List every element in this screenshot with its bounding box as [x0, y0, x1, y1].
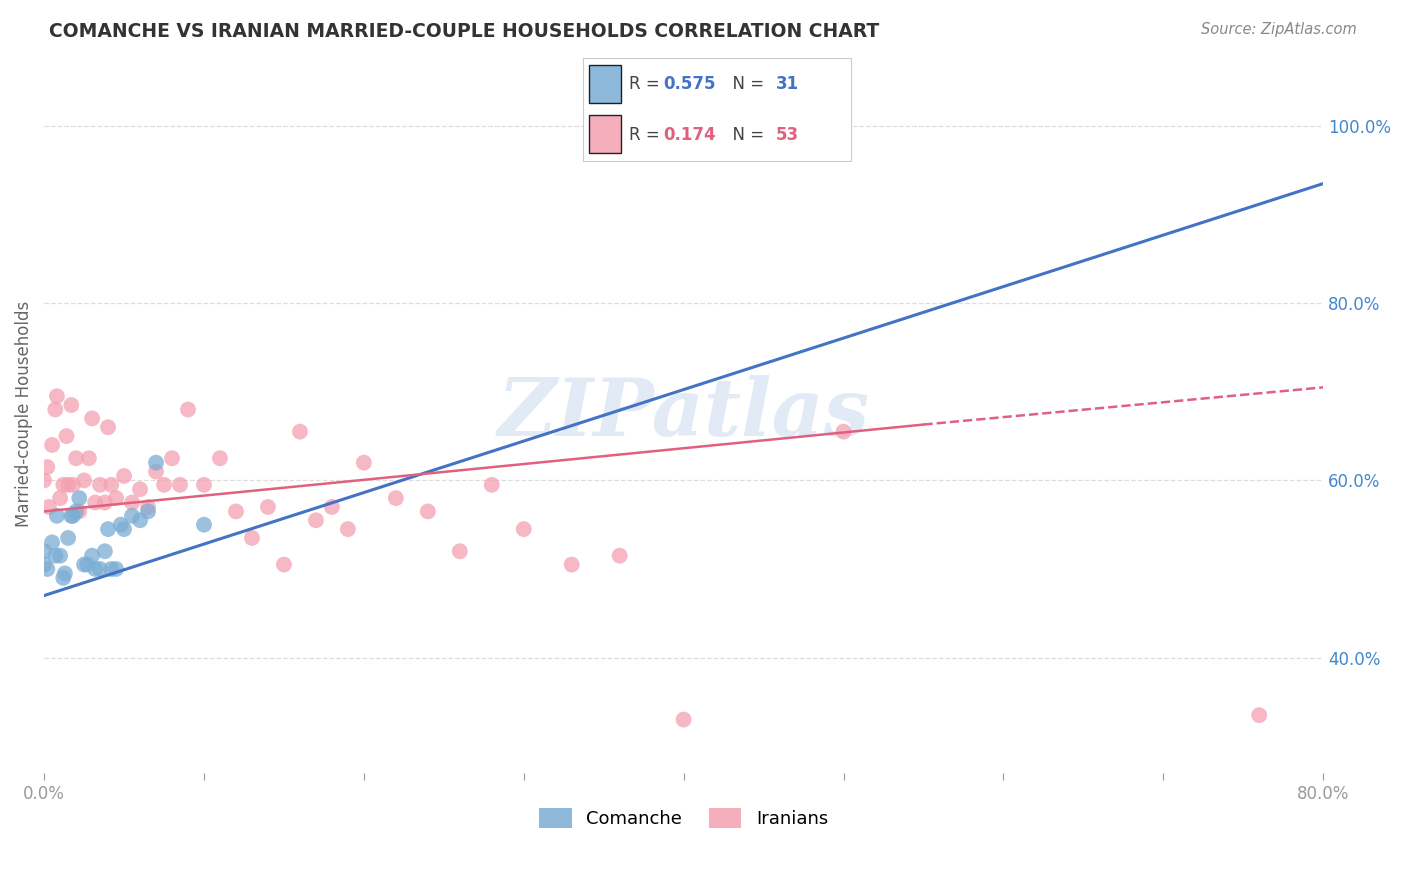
- Iranians: [73, 474, 96, 488]
- Text: 53: 53: [776, 127, 799, 145]
- Iranians: [105, 491, 128, 505]
- Iranians: [321, 500, 343, 514]
- Comanche: [89, 562, 111, 576]
- Iranians: [44, 402, 66, 417]
- Comanche: [49, 549, 72, 563]
- Iranians: [193, 478, 215, 492]
- Iranians: [832, 425, 855, 439]
- Comanche: [145, 456, 167, 470]
- Comanche: [84, 562, 107, 576]
- Comanche: [37, 562, 59, 576]
- Comanche: [44, 549, 66, 563]
- Legend: Comanche, Iranians: Comanche, Iranians: [531, 801, 835, 836]
- Text: R =: R =: [628, 75, 665, 93]
- Iranians: [41, 438, 63, 452]
- Comanche: [80, 549, 103, 563]
- Iranians: [84, 495, 107, 509]
- Text: 0.575: 0.575: [664, 75, 716, 93]
- Iranians: [49, 491, 72, 505]
- Iranians: [177, 402, 200, 417]
- Iranians: [1249, 708, 1271, 723]
- Comanche: [193, 517, 215, 532]
- Iranians: [62, 478, 84, 492]
- Iranians: [56, 478, 79, 492]
- Iranians: [80, 411, 103, 425]
- Iranians: [208, 451, 231, 466]
- Comanche: [45, 508, 67, 523]
- Text: 31: 31: [776, 75, 799, 93]
- Comanche: [94, 544, 117, 558]
- Iranians: [37, 460, 59, 475]
- Text: Source: ZipAtlas.com: Source: ZipAtlas.com: [1201, 22, 1357, 37]
- Iranians: [60, 398, 83, 412]
- Iranians: [288, 425, 311, 439]
- Comanche: [100, 562, 122, 576]
- Y-axis label: Married-couple Households: Married-couple Households: [15, 301, 32, 527]
- Iranians: [169, 478, 191, 492]
- Iranians: [449, 544, 471, 558]
- Iranians: [225, 504, 247, 518]
- Text: 0.174: 0.174: [664, 127, 716, 145]
- Iranians: [94, 495, 117, 509]
- Iranians: [121, 495, 143, 509]
- Text: R =: R =: [628, 127, 665, 145]
- Iranians: [136, 500, 159, 514]
- Comanche: [32, 558, 55, 572]
- Text: N =: N =: [723, 127, 769, 145]
- Iranians: [609, 549, 631, 563]
- Iranians: [32, 474, 55, 488]
- FancyBboxPatch shape: [589, 65, 621, 103]
- Iranians: [55, 429, 77, 443]
- FancyBboxPatch shape: [589, 115, 621, 153]
- Iranians: [385, 491, 408, 505]
- Iranians: [160, 451, 183, 466]
- Iranians: [65, 451, 87, 466]
- Iranians: [561, 558, 583, 572]
- Comanche: [136, 504, 159, 518]
- Iranians: [97, 420, 120, 434]
- Comanche: [67, 491, 90, 505]
- Comanche: [129, 513, 152, 527]
- Comanche: [52, 571, 75, 585]
- Iranians: [100, 478, 122, 492]
- Iranians: [52, 478, 75, 492]
- Iranians: [77, 451, 100, 466]
- Iranians: [672, 713, 695, 727]
- Iranians: [257, 500, 280, 514]
- Iranians: [481, 478, 503, 492]
- Text: N =: N =: [723, 75, 769, 93]
- Iranians: [336, 522, 359, 536]
- Text: COMANCHE VS IRANIAN MARRIED-COUPLE HOUSEHOLDS CORRELATION CHART: COMANCHE VS IRANIAN MARRIED-COUPLE HOUSE…: [49, 22, 880, 41]
- Comanche: [112, 522, 135, 536]
- Iranians: [305, 513, 328, 527]
- Comanche: [73, 558, 96, 572]
- Iranians: [89, 478, 111, 492]
- Comanche: [768, 110, 790, 124]
- Iranians: [416, 504, 439, 518]
- Comanche: [110, 517, 132, 532]
- Comanche: [41, 535, 63, 549]
- Comanche: [97, 522, 120, 536]
- Iranians: [129, 482, 152, 496]
- Comanche: [60, 508, 83, 523]
- Comanche: [53, 566, 76, 581]
- Comanche: [65, 504, 87, 518]
- Iranians: [153, 478, 176, 492]
- Comanche: [121, 508, 143, 523]
- Iranians: [112, 469, 135, 483]
- Iranians: [67, 504, 90, 518]
- Comanche: [62, 508, 84, 523]
- Iranians: [145, 465, 167, 479]
- Iranians: [240, 531, 263, 545]
- Comanche: [32, 544, 55, 558]
- Iranians: [513, 522, 536, 536]
- Comanche: [76, 558, 98, 572]
- Comanche: [56, 531, 79, 545]
- Iranians: [353, 456, 375, 470]
- Iranians: [38, 500, 60, 514]
- Text: ZIPatlas: ZIPatlas: [498, 376, 870, 453]
- Iranians: [45, 389, 67, 403]
- Iranians: [273, 558, 295, 572]
- Comanche: [105, 562, 128, 576]
